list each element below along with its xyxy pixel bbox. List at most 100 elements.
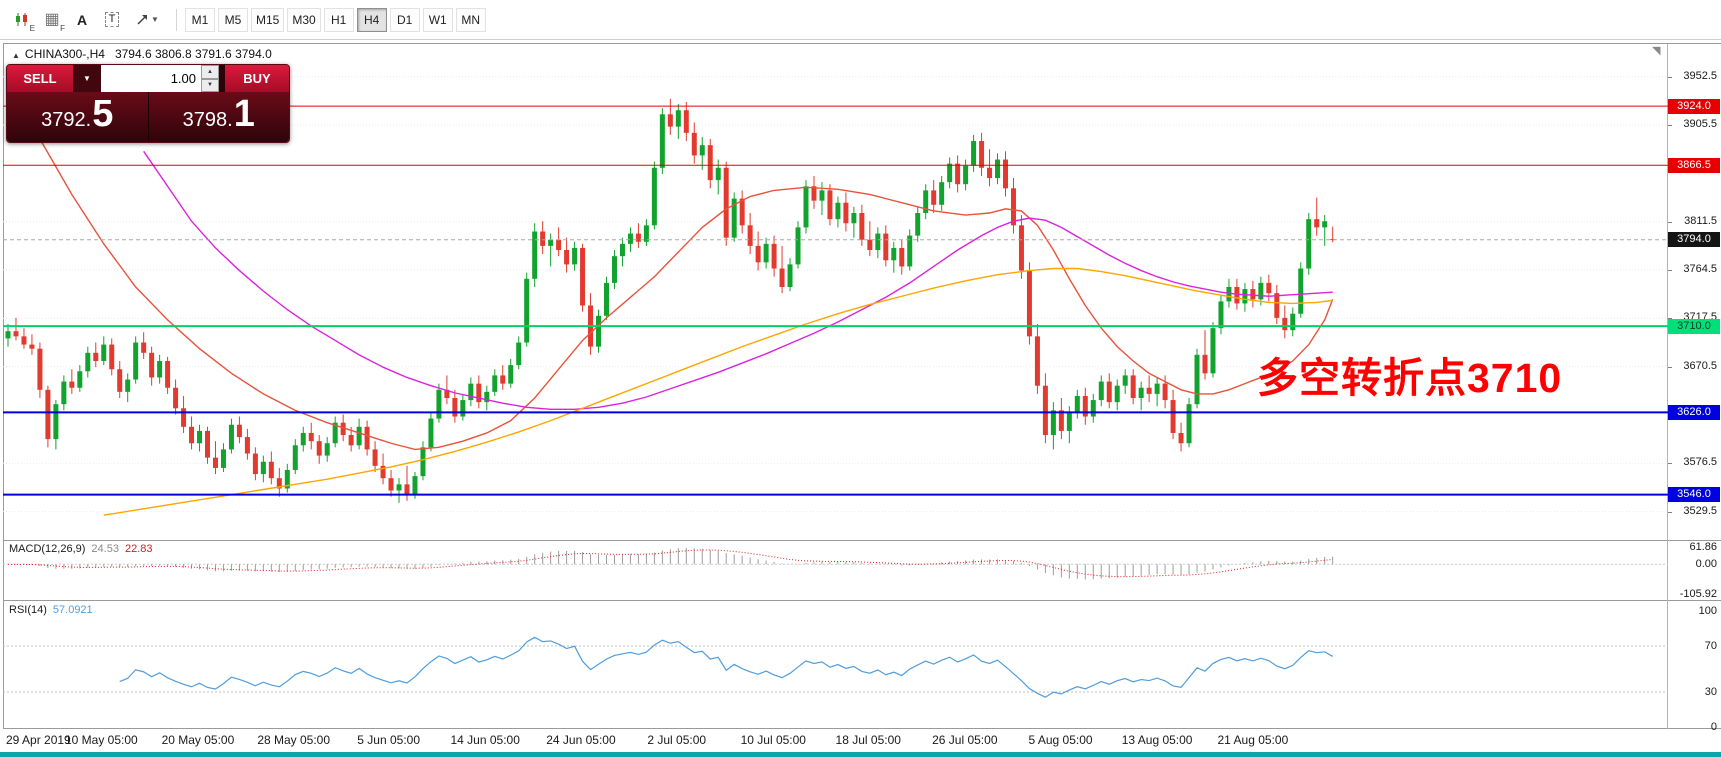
macd-axis[interactable]: 61.86 0.00 -105.92 bbox=[1668, 541, 1721, 600]
volume-increase-button[interactable]: ▲ bbox=[201, 65, 219, 79]
cursor-tool-icon bbox=[137, 14, 148, 25]
timeframe-button-mn[interactable]: MN bbox=[455, 7, 486, 32]
sell-price-main: 3792. bbox=[41, 109, 92, 131]
price-level-badge[interactable]: 3866.5 bbox=[1668, 157, 1720, 173]
cursor-tool-button[interactable]: ▼ bbox=[128, 7, 166, 33]
price-tick-label: 3905.5 bbox=[1683, 118, 1717, 131]
text-box-icon: T bbox=[104, 12, 120, 27]
timeframe-button-d1[interactable]: D1 bbox=[389, 7, 420, 32]
price-tick-label: 3529.5 bbox=[1683, 504, 1717, 517]
price-level-badge[interactable]: 3710.0 bbox=[1668, 318, 1720, 334]
price-tick-label: 3576.5 bbox=[1683, 456, 1717, 469]
rsi-label: RSI(14) 57.0921 bbox=[9, 604, 93, 616]
macd-axis-label: 0.00 bbox=[1695, 558, 1717, 571]
macd-histogram bbox=[15, 547, 1334, 580]
timeframe-button-h4[interactable]: H4 bbox=[356, 7, 387, 32]
price-axis[interactable]: 3952.5 3905.5 3811.5 3764.5 3717.5 3670.5 3576… bbox=[1668, 44, 1721, 539]
chart-shift-marker-icon[interactable]: ◥ bbox=[1652, 45, 1661, 57]
price-tickmark bbox=[1668, 221, 1672, 223]
time-axis[interactable]: 29 Apr 2019 10 May 05:00 20 May 05:00 28 Ma… bbox=[3, 729, 1668, 752]
trade-panel-spacer bbox=[219, 65, 225, 92]
macd-value-main: 24.53 bbox=[91, 543, 119, 555]
macd-axis-label: 61.86 bbox=[1689, 541, 1717, 554]
current-price-badge[interactable]: 3794.0 bbox=[1668, 232, 1720, 248]
volume-decrease-button[interactable]: ▼ bbox=[201, 78, 219, 92]
rsi-name: RSI(14) bbox=[9, 604, 47, 616]
price-tickmark bbox=[1668, 463, 1672, 465]
time-axis-label: 10 Jul 05:00 bbox=[740, 733, 806, 747]
moving-averages-layer bbox=[7, 84, 1334, 516]
symbol-label: CHINA300-,H4 bbox=[24, 47, 105, 61]
time-axis-label: 10 May 05:00 bbox=[65, 733, 138, 747]
timeframe-button-h1[interactable]: H1 bbox=[323, 7, 354, 32]
buy-button[interactable]: BUY bbox=[225, 65, 289, 92]
window-top-border bbox=[3, 43, 1721, 44]
price-tick-label: 3670.5 bbox=[1683, 359, 1717, 372]
sell-button[interactable]: SELL bbox=[7, 65, 73, 92]
price-level-badge[interactable]: 3626.0 bbox=[1668, 404, 1720, 420]
timeframe-button-m15[interactable]: M15 bbox=[251, 7, 285, 32]
panel-separator[interactable] bbox=[3, 540, 1721, 541]
grid-icon: ▦ bbox=[44, 10, 60, 28]
time-axis-label: 2 Jul 05:00 bbox=[647, 733, 707, 747]
time-axis-label: 28 May 05:00 bbox=[257, 733, 331, 747]
indicators-grid-button[interactable]: ▦ F bbox=[38, 7, 66, 33]
rsi-axis-label: 0 bbox=[1710, 720, 1717, 733]
bottom-window-edge bbox=[0, 752, 1721, 757]
macd-plot[interactable] bbox=[3, 541, 1668, 599]
buy-price-display[interactable]: 3798. 1 bbox=[147, 92, 290, 142]
time-axis-label: 21 Aug 05:00 bbox=[1217, 733, 1289, 747]
window-left-border bbox=[3, 43, 4, 752]
macd-name: MACD(12,26,9) bbox=[9, 543, 86, 555]
price-tickmark bbox=[1668, 270, 1672, 272]
order-type-dropdown-button[interactable]: ▼ bbox=[73, 65, 101, 92]
timeframe-button-w1[interactable]: W1 bbox=[422, 7, 453, 32]
time-axis-label: 18 Jul 05:00 bbox=[835, 733, 901, 747]
rsi-line bbox=[119, 636, 1333, 698]
sell-price-display[interactable]: 3792. 5 bbox=[7, 92, 148, 142]
panel-separator[interactable] bbox=[3, 600, 1721, 601]
time-axis-label: 20 May 05:00 bbox=[161, 733, 235, 747]
timeframe-group: M1 M5 M15 M30 H1 H4 D1 W1 MN bbox=[185, 7, 489, 32]
timeframe-button-m1[interactable]: M1 bbox=[185, 7, 215, 32]
ma-mid bbox=[7, 84, 1334, 451]
time-axis-label: 24 Jun 05:00 bbox=[546, 733, 616, 747]
price-tick-label: 3952.5 bbox=[1683, 69, 1717, 82]
text-box-button[interactable]: T bbox=[98, 7, 126, 33]
volume-stepper: ▲ ▼ bbox=[201, 65, 219, 92]
time-axis-label: 13 Aug 05:00 bbox=[1121, 733, 1193, 747]
price-tickmark bbox=[1668, 76, 1672, 78]
macd-label: MACD(12,26,9) 24.53 22.83 bbox=[9, 543, 152, 555]
price-level-badge[interactable]: 3924.0 bbox=[1668, 98, 1720, 114]
rsi-axis[interactable]: 100 70 30 0 bbox=[1668, 602, 1721, 733]
macd-value-signal: 22.83 bbox=[124, 543, 153, 555]
ma-long bbox=[103, 267, 1333, 516]
volume-input[interactable] bbox=[101, 65, 201, 92]
rsi-axis-label: 70 bbox=[1704, 639, 1717, 652]
time-axis-label: 5 Jun 05:00 bbox=[357, 733, 420, 747]
ohlc-values: 3794.6 3806.8 3791.6 3794.0 bbox=[114, 47, 272, 61]
price-chart-plot[interactable] bbox=[3, 44, 1668, 539]
timeframe-button-m30[interactable]: M30 bbox=[287, 7, 321, 32]
candlestick-chart-icon bbox=[16, 13, 27, 26]
icon-sub-label: F bbox=[60, 23, 65, 33]
ma-slow bbox=[143, 150, 1333, 411]
rsi-axis-label: 30 bbox=[1704, 686, 1717, 699]
price-tickmark bbox=[1668, 511, 1672, 513]
rsi-value: 57.0921 bbox=[52, 604, 93, 616]
time-axis-label: 26 Jul 05:00 bbox=[932, 733, 998, 747]
price-tick-label: 3811.5 bbox=[1684, 214, 1717, 227]
chart-text-annotation[interactable]: 多空转折点3710 bbox=[1257, 355, 1563, 401]
timeframe-button-m5[interactable]: M5 bbox=[218, 7, 248, 32]
macd-signal-line bbox=[7, 549, 1333, 578]
text-label-button[interactable]: A bbox=[68, 7, 96, 33]
axis-border bbox=[1667, 44, 1668, 752]
sell-price-pips: 5 bbox=[92, 93, 114, 135]
chevron-down-icon: ▼ bbox=[151, 15, 159, 24]
buy-price-pips: 1 bbox=[233, 93, 255, 135]
chevron-down-icon: ▼ bbox=[83, 74, 91, 83]
candlestick-chart-button[interactable]: E bbox=[8, 7, 36, 33]
rsi-plot[interactable] bbox=[3, 602, 1668, 728]
price-level-badge[interactable]: 3546.0 bbox=[1668, 487, 1720, 503]
chart-header: ▲ CHINA300-,H4 3794.6 3806.8 3791.6 3794.0 bbox=[12, 47, 272, 61]
